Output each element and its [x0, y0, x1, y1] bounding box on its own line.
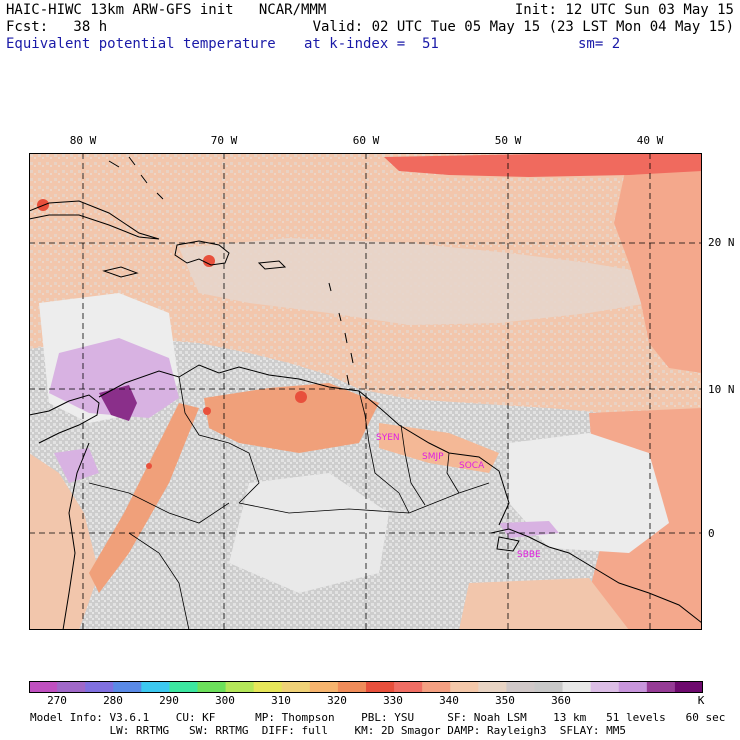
coast-lesser-antilles: [328, 282, 354, 386]
colorbar-tick-300: 300: [215, 694, 235, 707]
colorbar-tick-350: 350: [495, 694, 515, 707]
colorbar-swatch: [366, 681, 395, 693]
field-name: Equivalent potential temperature: [6, 36, 276, 52]
colorbar-tick-320: 320: [327, 694, 347, 707]
colorbar-tick-280: 280: [103, 694, 123, 707]
field-red-andes: [146, 463, 152, 469]
colorbar-swatch: [113, 681, 142, 693]
colorbar-swatch: [674, 681, 703, 693]
lon-label-40w: 40 W: [636, 134, 664, 147]
colorbar-tick-290: 290: [159, 694, 179, 707]
field-orange-andes: [89, 403, 199, 593]
field-lavender-south: [54, 448, 99, 483]
colorbar-tick-340: 340: [439, 694, 459, 707]
field-lavender-small: [499, 521, 559, 538]
colorbar-swatch: [141, 681, 170, 693]
field-red-hispaniola: [203, 255, 215, 267]
colorbar-swatch: [57, 681, 86, 693]
border-colombia-ecuador: [88, 482, 230, 524]
colorbar-unit: K: [697, 694, 705, 707]
colorbar-swatch: [197, 681, 227, 693]
lon-label-80w: 80 W: [69, 134, 97, 147]
coast-jamaica: [102, 266, 139, 278]
field-peach-west: [29, 453, 99, 630]
colorbar-swatch: [450, 681, 479, 693]
field-peach-south: [459, 578, 629, 630]
colorbar-swatch: [478, 681, 507, 693]
colorbar-swatch: [506, 681, 535, 693]
station-syen: SYEN: [376, 433, 400, 443]
lat-label-eq: 0: [708, 527, 715, 540]
colorbar-swatch: [646, 681, 676, 693]
colorbar-swatch: [29, 681, 58, 693]
border-colombia-venezuela: [178, 376, 260, 504]
coast-cuba: [29, 200, 160, 240]
colorbar-swatch: [253, 681, 283, 693]
colorbar-tick-360: 360: [551, 694, 571, 707]
colorbar-tick-270: 270: [47, 694, 67, 707]
init-time: Init: 12 UTC Sun 03 May 15: [514, 2, 734, 18]
lon-label-60w: 60 W: [352, 134, 380, 147]
field-red-venezuela-1: [295, 391, 307, 403]
station-sbbe: SBBE: [517, 550, 541, 560]
field-orange-venezuela: [204, 383, 379, 453]
colorbar-swatch: [618, 681, 648, 693]
colorbar-swatch: [422, 681, 451, 693]
latlon-grid: [29, 153, 702, 630]
colorbar-tick-310: 310: [271, 694, 291, 707]
field-red-strip: [384, 153, 702, 177]
colorbar-swatch: [562, 681, 592, 693]
model-title: HAIC-HIWC 13km ARW-GFS init NCAR/MMM: [6, 2, 327, 18]
border-suriname-fguiana: [446, 452, 460, 494]
field-purple-core: [99, 385, 137, 421]
colorbar: [29, 681, 703, 693]
theta-e-map: SYEN SMJP SOCA SBBE: [29, 153, 702, 630]
coast-marajo: [496, 536, 520, 552]
model-info-line1: Model Info: V3.6.1 CU: KF MP: Thompson P…: [30, 711, 726, 724]
coast-puerto-rico: [257, 260, 287, 270]
colorbar-swatch: [590, 681, 620, 693]
colorbar-swatch: [309, 681, 339, 693]
smoothing-info: sm= 2: [578, 36, 621, 52]
field-salmon-east: [614, 153, 702, 373]
border-venezuela-guyana: [358, 390, 410, 514]
colorbar-frame: [29, 681, 703, 693]
border-peru: [128, 532, 190, 630]
colorbar-swatch: [225, 681, 255, 693]
valid-time: Valid: 02 UTC Tue 05 May 15 (23 LST Mon …: [312, 19, 734, 35]
level-info: at k-index = 51: [304, 36, 439, 52]
field-beige-band: [179, 238, 649, 325]
model-info-line2: LW: RRTMG SW: RRTMG DIFF: full KM: 2D Sm…: [30, 724, 627, 737]
lon-label-50w: 50 W: [494, 134, 522, 147]
station-smjp: SMJP: [422, 452, 444, 462]
colorbar-swatch: [169, 681, 198, 693]
field-red-venezuela-2: [203, 407, 211, 415]
colorbar-tick-330: 330: [383, 694, 403, 707]
field-lavender-zone: [49, 338, 179, 418]
border-brazil-north: [238, 482, 490, 514]
border-guyana-suriname: [400, 424, 426, 506]
forecast-hour: Fcst: 38 h: [6, 19, 108, 35]
map-frame: [29, 153, 702, 630]
coast-bahamas: [108, 156, 164, 200]
colorbar-swatch: [337, 681, 367, 693]
colorbar-swatch: [534, 681, 564, 693]
station-labels: SYEN SMJP SOCA SBBE: [376, 433, 541, 560]
lat-label-20n: 20 N: [708, 236, 735, 249]
station-soca: SOCA: [459, 461, 485, 471]
lat-label-10n: 10 N: [708, 383, 735, 396]
colorbar-swatch: [394, 681, 423, 693]
colorbar-swatch: [85, 681, 114, 693]
lon-label-70w: 70 W: [210, 134, 238, 147]
country-borders: [88, 376, 490, 630]
colorbar-swatch: [281, 681, 311, 693]
coast-central-america: [29, 394, 100, 444]
